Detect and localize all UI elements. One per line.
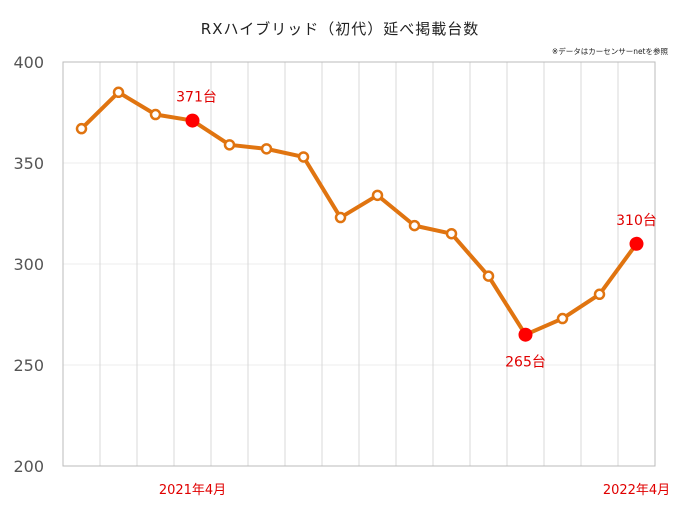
x-tick-label: 2022年4月	[603, 483, 670, 498]
x-tick-label: 2021年4月	[159, 483, 226, 498]
data-point	[556, 312, 569, 325]
data-point	[75, 122, 88, 135]
source-note: ※データはカーセンサーnetを参照	[552, 46, 669, 56]
data-label: 265台	[505, 355, 546, 371]
data-point	[223, 139, 236, 151]
data-point	[112, 86, 125, 99]
highlight-point	[185, 113, 200, 128]
highlight-point	[629, 236, 644, 251]
highlight-point	[518, 327, 533, 342]
data-point	[260, 143, 273, 155]
data-label: 310台	[616, 213, 657, 229]
data-point	[334, 211, 347, 224]
plot-frame	[62, 61, 656, 467]
data-point	[482, 270, 495, 282]
data-point	[445, 227, 458, 240]
y-tick-label: 250	[13, 356, 44, 375]
y-tick-label: 350	[13, 154, 44, 173]
y-tick-label: 400	[13, 53, 44, 72]
data-point	[408, 219, 421, 232]
data-point	[149, 108, 162, 121]
data-point	[371, 189, 384, 202]
y-tick-label: 300	[13, 255, 44, 274]
data-label: 371台	[176, 90, 217, 106]
series-line	[80, 90, 639, 337]
y-tick-label: 200	[13, 457, 44, 476]
data-point	[593, 288, 606, 301]
chart-title: RXハイブリッド（初代）延べ掲載台数	[201, 20, 479, 38]
data-point	[297, 151, 310, 163]
